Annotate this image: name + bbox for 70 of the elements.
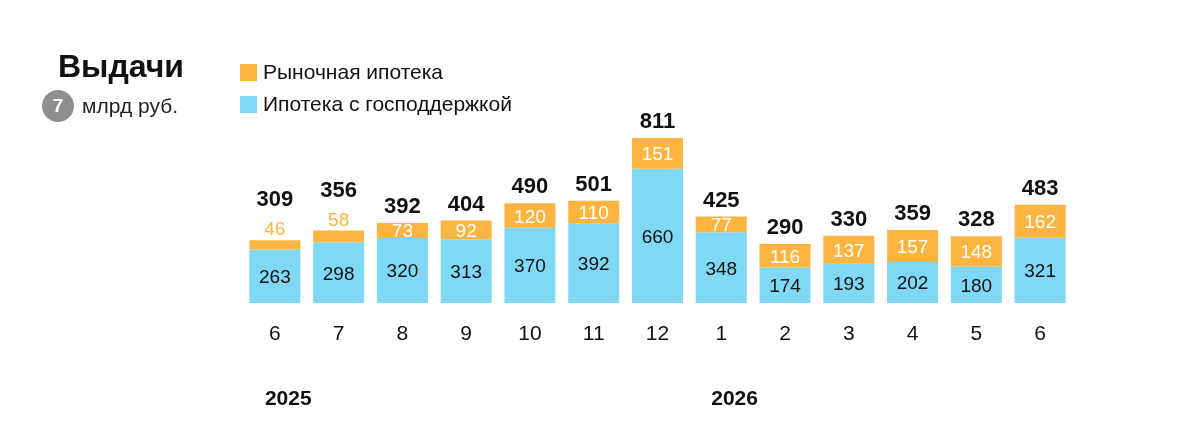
bar [568,223,620,303]
chart-subtitle: млрд руб. [82,94,179,118]
legend-label: Рыночная ипотека [263,60,444,84]
x-tick-label: 1 [715,320,728,344]
total-label: 392 [384,193,421,219]
x-tick-label: 11 [582,320,605,344]
x-tick-label: 10 [518,320,542,344]
data-label: 116 [769,245,801,267]
x-tick-label: 6 [1034,320,1046,344]
bar [695,232,747,303]
total-label: 404 [447,190,486,216]
text: 2026 [711,386,758,410]
data-label: 202 [896,272,929,294]
total-label: 328 [957,206,995,232]
data-label: 120 [514,205,546,227]
text: 2025 [264,386,312,410]
data-label: 137 [832,239,865,261]
data-label: 110 [578,202,609,224]
data-label: 348 [705,257,738,279]
bar [313,230,365,243]
number-badge: 7 [42,90,74,122]
total-label: 359 [894,199,931,225]
chart-title: Выдачи [58,48,184,85]
bar [249,240,301,250]
data-label: 392 [577,253,610,275]
data-label: 298 [322,262,355,284]
data-label: 73 [391,220,413,242]
bar [313,242,365,303]
total-label: 811 [639,108,676,133]
x-tick-label: 9 [460,320,473,344]
total-label: 425 [702,186,740,212]
data-label: 660 [641,225,674,247]
data-label: 92 [455,219,477,241]
data-label: 193 [832,273,865,295]
x-tick-label: 5 [970,320,983,344]
x-tick-label: 3 [842,320,855,344]
x-tick-label: 8 [396,320,409,344]
data-label: 157 [896,235,929,257]
x-tick-label: 4 [906,320,919,344]
data-label: 174 [769,275,802,297]
legend-label: Ипотека с господдержкой [263,92,512,116]
total-label: 501 [575,170,613,196]
data-label: 313 [450,261,483,283]
total-label: 290 [766,214,804,239]
data-label: 321 [1024,260,1056,282]
x-tick-label: 6 [269,320,281,344]
bar [631,168,683,303]
x-tick-label: 12 [645,320,670,344]
data-label: 77 [710,214,732,236]
total-label: 490 [511,173,549,199]
bar [504,227,556,303]
x-tick-label: 7 [332,320,345,344]
data-label: 320 [386,260,419,282]
data-label: 151 [641,143,674,165]
data-label: 180 [960,274,993,296]
total-label: 483 [1021,174,1059,200]
x-tick-label: 2 [779,320,791,344]
data-label: 148 [960,241,993,263]
data-label: 370 [514,255,546,277]
bar [249,249,301,303]
total-label: 330 [830,205,868,231]
data-label: 263 [259,266,291,288]
data-label: 58 [328,208,350,230]
bar [376,237,428,303]
data-label: 46 [264,218,286,240]
total-label: 356 [320,176,358,202]
data-label: 162 [1024,211,1056,233]
total-label: 309 [256,186,294,212]
bar [1014,237,1066,303]
bar [440,239,492,303]
